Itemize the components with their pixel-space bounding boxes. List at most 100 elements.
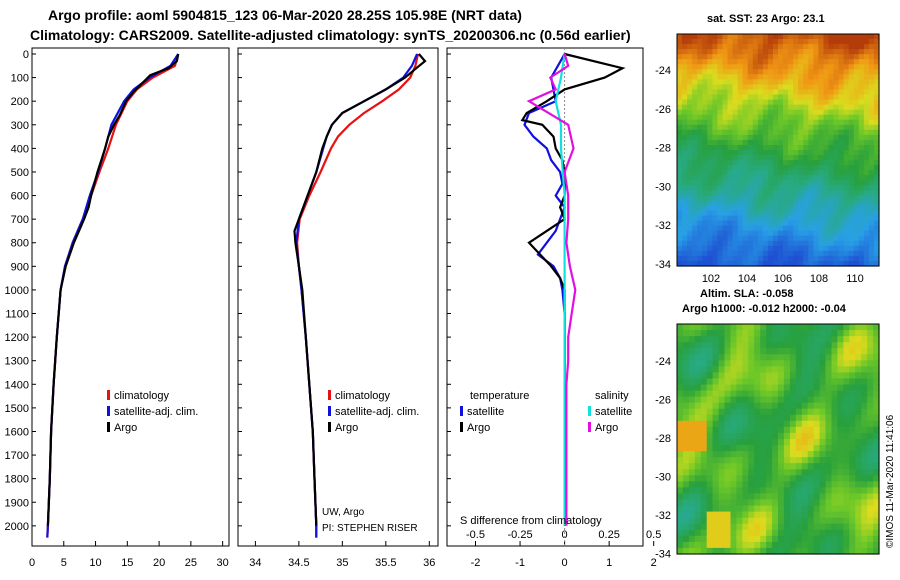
map-cell (677, 432, 684, 440)
map-cell (677, 469, 684, 476)
map-cell (766, 517, 773, 525)
map-cell (831, 342, 838, 349)
map-cell (789, 523, 797, 531)
map-cell (760, 445, 767, 452)
map-cell (861, 463, 868, 470)
map-cell (873, 360, 880, 367)
map-cell (742, 499, 749, 507)
map-cell (819, 481, 827, 489)
map-cell (831, 390, 838, 398)
map-cell (803, 190, 809, 196)
map-cell (762, 74, 769, 80)
map-cell (722, 114, 729, 121)
map-cell (757, 235, 764, 242)
map-cell (707, 180, 713, 186)
map-cell (868, 79, 875, 85)
map-cell (828, 134, 835, 141)
map-cell (772, 523, 779, 531)
map-cell (707, 104, 713, 111)
map-cell (874, 150, 880, 156)
map-cell (773, 170, 779, 176)
map-cell (863, 104, 870, 111)
map-cell (722, 195, 729, 201)
map-cell (818, 145, 824, 151)
map-cell (732, 124, 739, 131)
map-cell (823, 165, 830, 171)
map-cell (793, 124, 799, 131)
map-cell (677, 74, 683, 80)
map-cell (724, 517, 731, 525)
map-cell (788, 64, 794, 70)
map-cell (737, 119, 744, 126)
map-cell (767, 74, 774, 80)
map-cell (706, 354, 714, 361)
map-cell (688, 505, 696, 513)
map-cell (722, 150, 729, 156)
map-cell (823, 59, 830, 65)
map-cell (712, 34, 718, 40)
map-cell (813, 39, 819, 45)
map-cell (773, 165, 779, 171)
x-tick-label: 30 (217, 557, 229, 569)
map-cell (677, 170, 683, 176)
map-cell (773, 240, 779, 247)
map-cell (867, 420, 874, 428)
map-cell (682, 34, 688, 40)
map-cell (789, 372, 797, 380)
map-cell (706, 432, 714, 440)
map-cell (682, 390, 690, 398)
map-cell (706, 336, 714, 343)
map-cell (825, 408, 832, 416)
map-cell (849, 445, 856, 452)
map-cell (801, 426, 809, 434)
map-cell (752, 245, 759, 252)
map-cell (863, 54, 870, 60)
map-cell (712, 378, 720, 386)
map-cell (849, 378, 856, 386)
map-cell (837, 547, 844, 555)
map-cell (742, 245, 749, 252)
map-cell (801, 547, 809, 555)
map-cell (823, 54, 830, 60)
map-cell (818, 69, 824, 75)
map-cell (697, 79, 703, 85)
map-cell (717, 220, 723, 227)
map-cell (732, 134, 739, 141)
map-cell (853, 200, 860, 206)
map-cell (718, 342, 726, 349)
map-cell (813, 348, 821, 355)
map-cell (783, 439, 791, 446)
map-cell (727, 64, 734, 70)
map-cell (868, 34, 875, 40)
legend-swatch-temp-satellite (460, 406, 463, 416)
map-cell (788, 170, 794, 176)
map-cell (727, 44, 734, 50)
map-cell (747, 240, 754, 247)
map-cell (778, 225, 784, 232)
map-cell (873, 439, 880, 446)
map-cell (747, 64, 754, 70)
map-cell (706, 396, 714, 404)
map-cell (682, 499, 690, 507)
map-cell (853, 255, 860, 262)
map-cell (823, 205, 830, 212)
map-cell (828, 250, 835, 257)
map-cell (825, 463, 832, 470)
depth-tick-label: 500 (11, 167, 29, 179)
map-cell (795, 439, 803, 446)
map-cell (742, 54, 749, 60)
map-cell (873, 378, 880, 386)
map-cell (697, 240, 703, 247)
map-cell (858, 200, 865, 206)
map-cell (858, 261, 865, 267)
map-cell (788, 240, 794, 247)
map-cell (694, 505, 702, 513)
map-cell (737, 190, 744, 196)
map-cell (742, 511, 749, 519)
map-cell (818, 34, 824, 40)
map-cell (789, 330, 797, 337)
map-cell (757, 114, 764, 121)
map-cell (807, 342, 815, 349)
map-cell (762, 69, 769, 75)
